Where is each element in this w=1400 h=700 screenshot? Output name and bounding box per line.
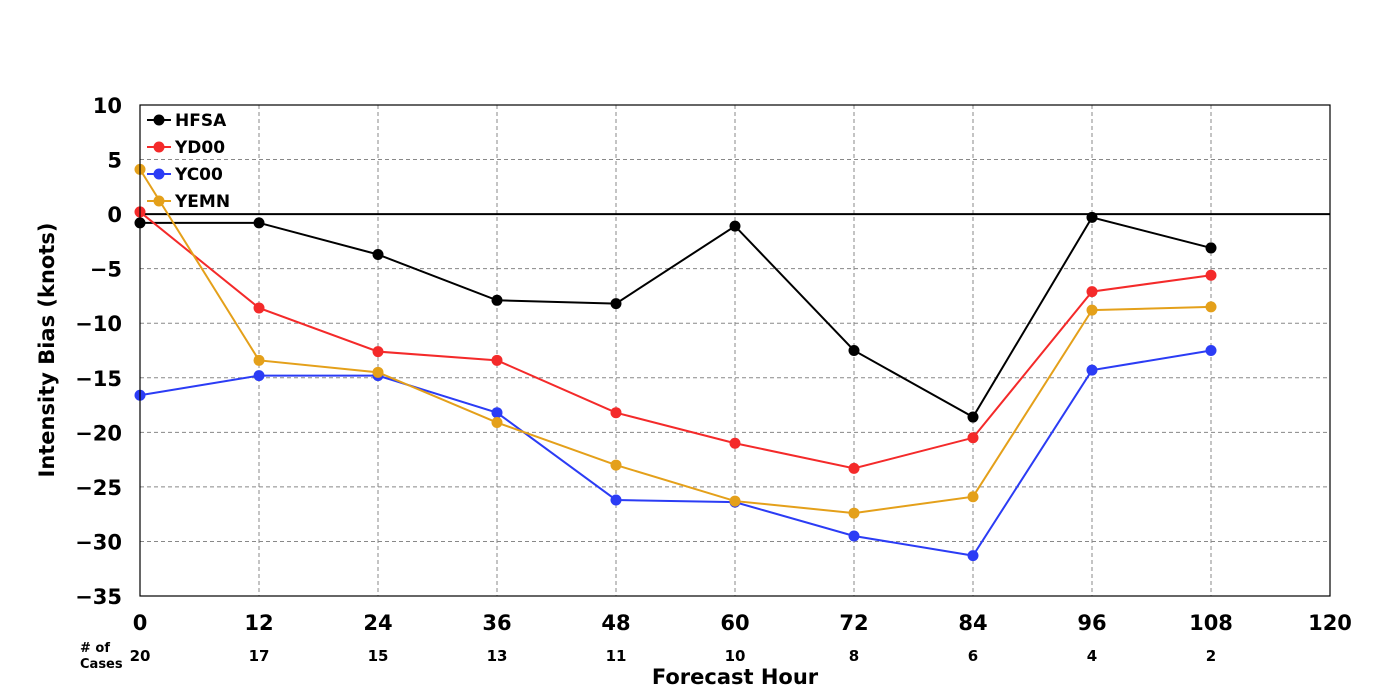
point-yc00-3 <box>491 407 503 419</box>
point-yemn-6 <box>848 507 860 519</box>
legend-label-yc00: YC00 <box>174 165 223 185</box>
point-yemn-8 <box>1086 304 1098 316</box>
point-yd00-3 <box>491 354 503 366</box>
point-yc00-7 <box>967 550 979 562</box>
x-tick-label-3: 36 <box>482 611 511 635</box>
x-tick-label-5: 60 <box>720 611 749 635</box>
x-tick-label-0: 0 <box>133 611 148 635</box>
plot-frame <box>139 104 1331 597</box>
point-yd00-4 <box>610 407 622 419</box>
case-count-2: 15 <box>368 647 389 665</box>
cases-row: # of Cases 20 17 15 13 11 10 8 6 4 2 <box>80 641 1216 672</box>
point-yd00-2 <box>372 346 384 358</box>
legend-marker-hfsa <box>153 114 165 126</box>
point-hfsa-3 <box>491 294 503 306</box>
point-yc00-9 <box>1205 345 1217 356</box>
point-yemn-5 <box>729 495 741 507</box>
y-tick-label-3: −5 <box>90 258 122 282</box>
case-count-5: 10 <box>725 647 746 665</box>
x-tick-labels: 0 12 24 36 48 60 72 84 96 108 120 <box>133 611 1352 635</box>
point-yd00-6 <box>848 462 860 474</box>
y-tick-label-1: 5 <box>107 149 122 173</box>
point-yd00-9 <box>1205 269 1217 281</box>
x-tick-label-9: 108 <box>1189 611 1233 635</box>
x-tick-label-10: 120 <box>1308 611 1352 635</box>
legend-label-yemn: YEMN <box>174 192 230 212</box>
x-tick-label-1: 12 <box>244 611 273 635</box>
y-tick-label-8: −30 <box>75 530 122 554</box>
legend: HFSA YD00 YC00 YEMN <box>147 111 230 212</box>
case-count-4: 11 <box>606 647 627 665</box>
point-yemn-9 <box>1205 301 1217 313</box>
legend-marker-yemn <box>153 195 165 207</box>
x-tick-label-7: 84 <box>958 611 987 635</box>
point-yd00-5 <box>729 437 741 449</box>
point-hfsa-5 <box>729 220 741 232</box>
point-yc00-8 <box>1086 364 1098 376</box>
y-axis-title: Intensity Bias (knots) <box>35 223 59 478</box>
x-tick-label-6: 72 <box>839 611 868 635</box>
point-hfsa-1 <box>253 217 265 229</box>
point-hfsa-8 <box>1086 211 1098 223</box>
point-yd00-8 <box>1086 286 1098 298</box>
point-yemn-2 <box>372 366 384 378</box>
series-line-yemn <box>139 168 1212 515</box>
y-tick-label-2: 0 <box>107 203 122 227</box>
series-line-yc00 <box>139 349 1212 557</box>
legend-label-hfsa: HFSA <box>175 111 227 131</box>
y-tick-label-7: −25 <box>75 476 122 500</box>
case-count-0: 20 <box>130 647 151 665</box>
legend-label-yd00: YD00 <box>174 138 225 158</box>
point-yemn-3 <box>491 417 503 429</box>
y-tick-label-9: −35 <box>75 585 122 609</box>
point-yemn-4 <box>610 459 622 471</box>
series-line-yd00 <box>139 211 1212 470</box>
y-tick-labels: 10 5 0 −5 −10 −15 −20 −25 −30 −35 <box>75 94 122 609</box>
point-yemn-1 <box>253 354 265 366</box>
legend-marker-yd00 <box>153 141 165 153</box>
point-yc00-1 <box>253 370 265 382</box>
case-count-1: 17 <box>249 647 270 665</box>
series-lines <box>134 163 1217 562</box>
legend-marker-yc00 <box>153 168 165 180</box>
point-yd00-7 <box>967 432 979 444</box>
point-hfsa-9 <box>1205 242 1217 254</box>
case-count-7: 6 <box>968 647 978 665</box>
x-tick-label-2: 24 <box>363 611 392 635</box>
case-count-8: 4 <box>1087 647 1097 665</box>
point-hfsa-2 <box>372 248 384 260</box>
grid-lines <box>140 105 1330 596</box>
cases-label-line2: Cases <box>80 657 123 672</box>
y-tick-label-4: −10 <box>75 312 122 336</box>
series-line-hfsa <box>140 216 1212 419</box>
point-hfsa-4 <box>610 298 622 310</box>
x-axis-title: Forecast Hour <box>652 665 819 689</box>
y-tick-label-6: −20 <box>75 421 122 445</box>
point-hfsa-7 <box>967 411 979 423</box>
case-count-3: 13 <box>487 647 508 665</box>
point-hfsa-6 <box>848 345 860 356</box>
case-count-6: 8 <box>849 647 859 665</box>
point-yc00-6 <box>848 530 860 542</box>
y-tick-label-0: 10 <box>93 94 122 118</box>
point-yc00-4 <box>610 494 622 506</box>
point-yd00-1 <box>253 302 265 314</box>
point-yemn-7 <box>967 491 979 503</box>
x-tick-label-8: 96 <box>1077 611 1106 635</box>
y-tick-label-5: −15 <box>75 367 122 391</box>
x-tick-label-4: 48 <box>601 611 630 635</box>
case-count-9: 2 <box>1206 647 1216 665</box>
cases-label-line1: # of <box>80 641 110 656</box>
